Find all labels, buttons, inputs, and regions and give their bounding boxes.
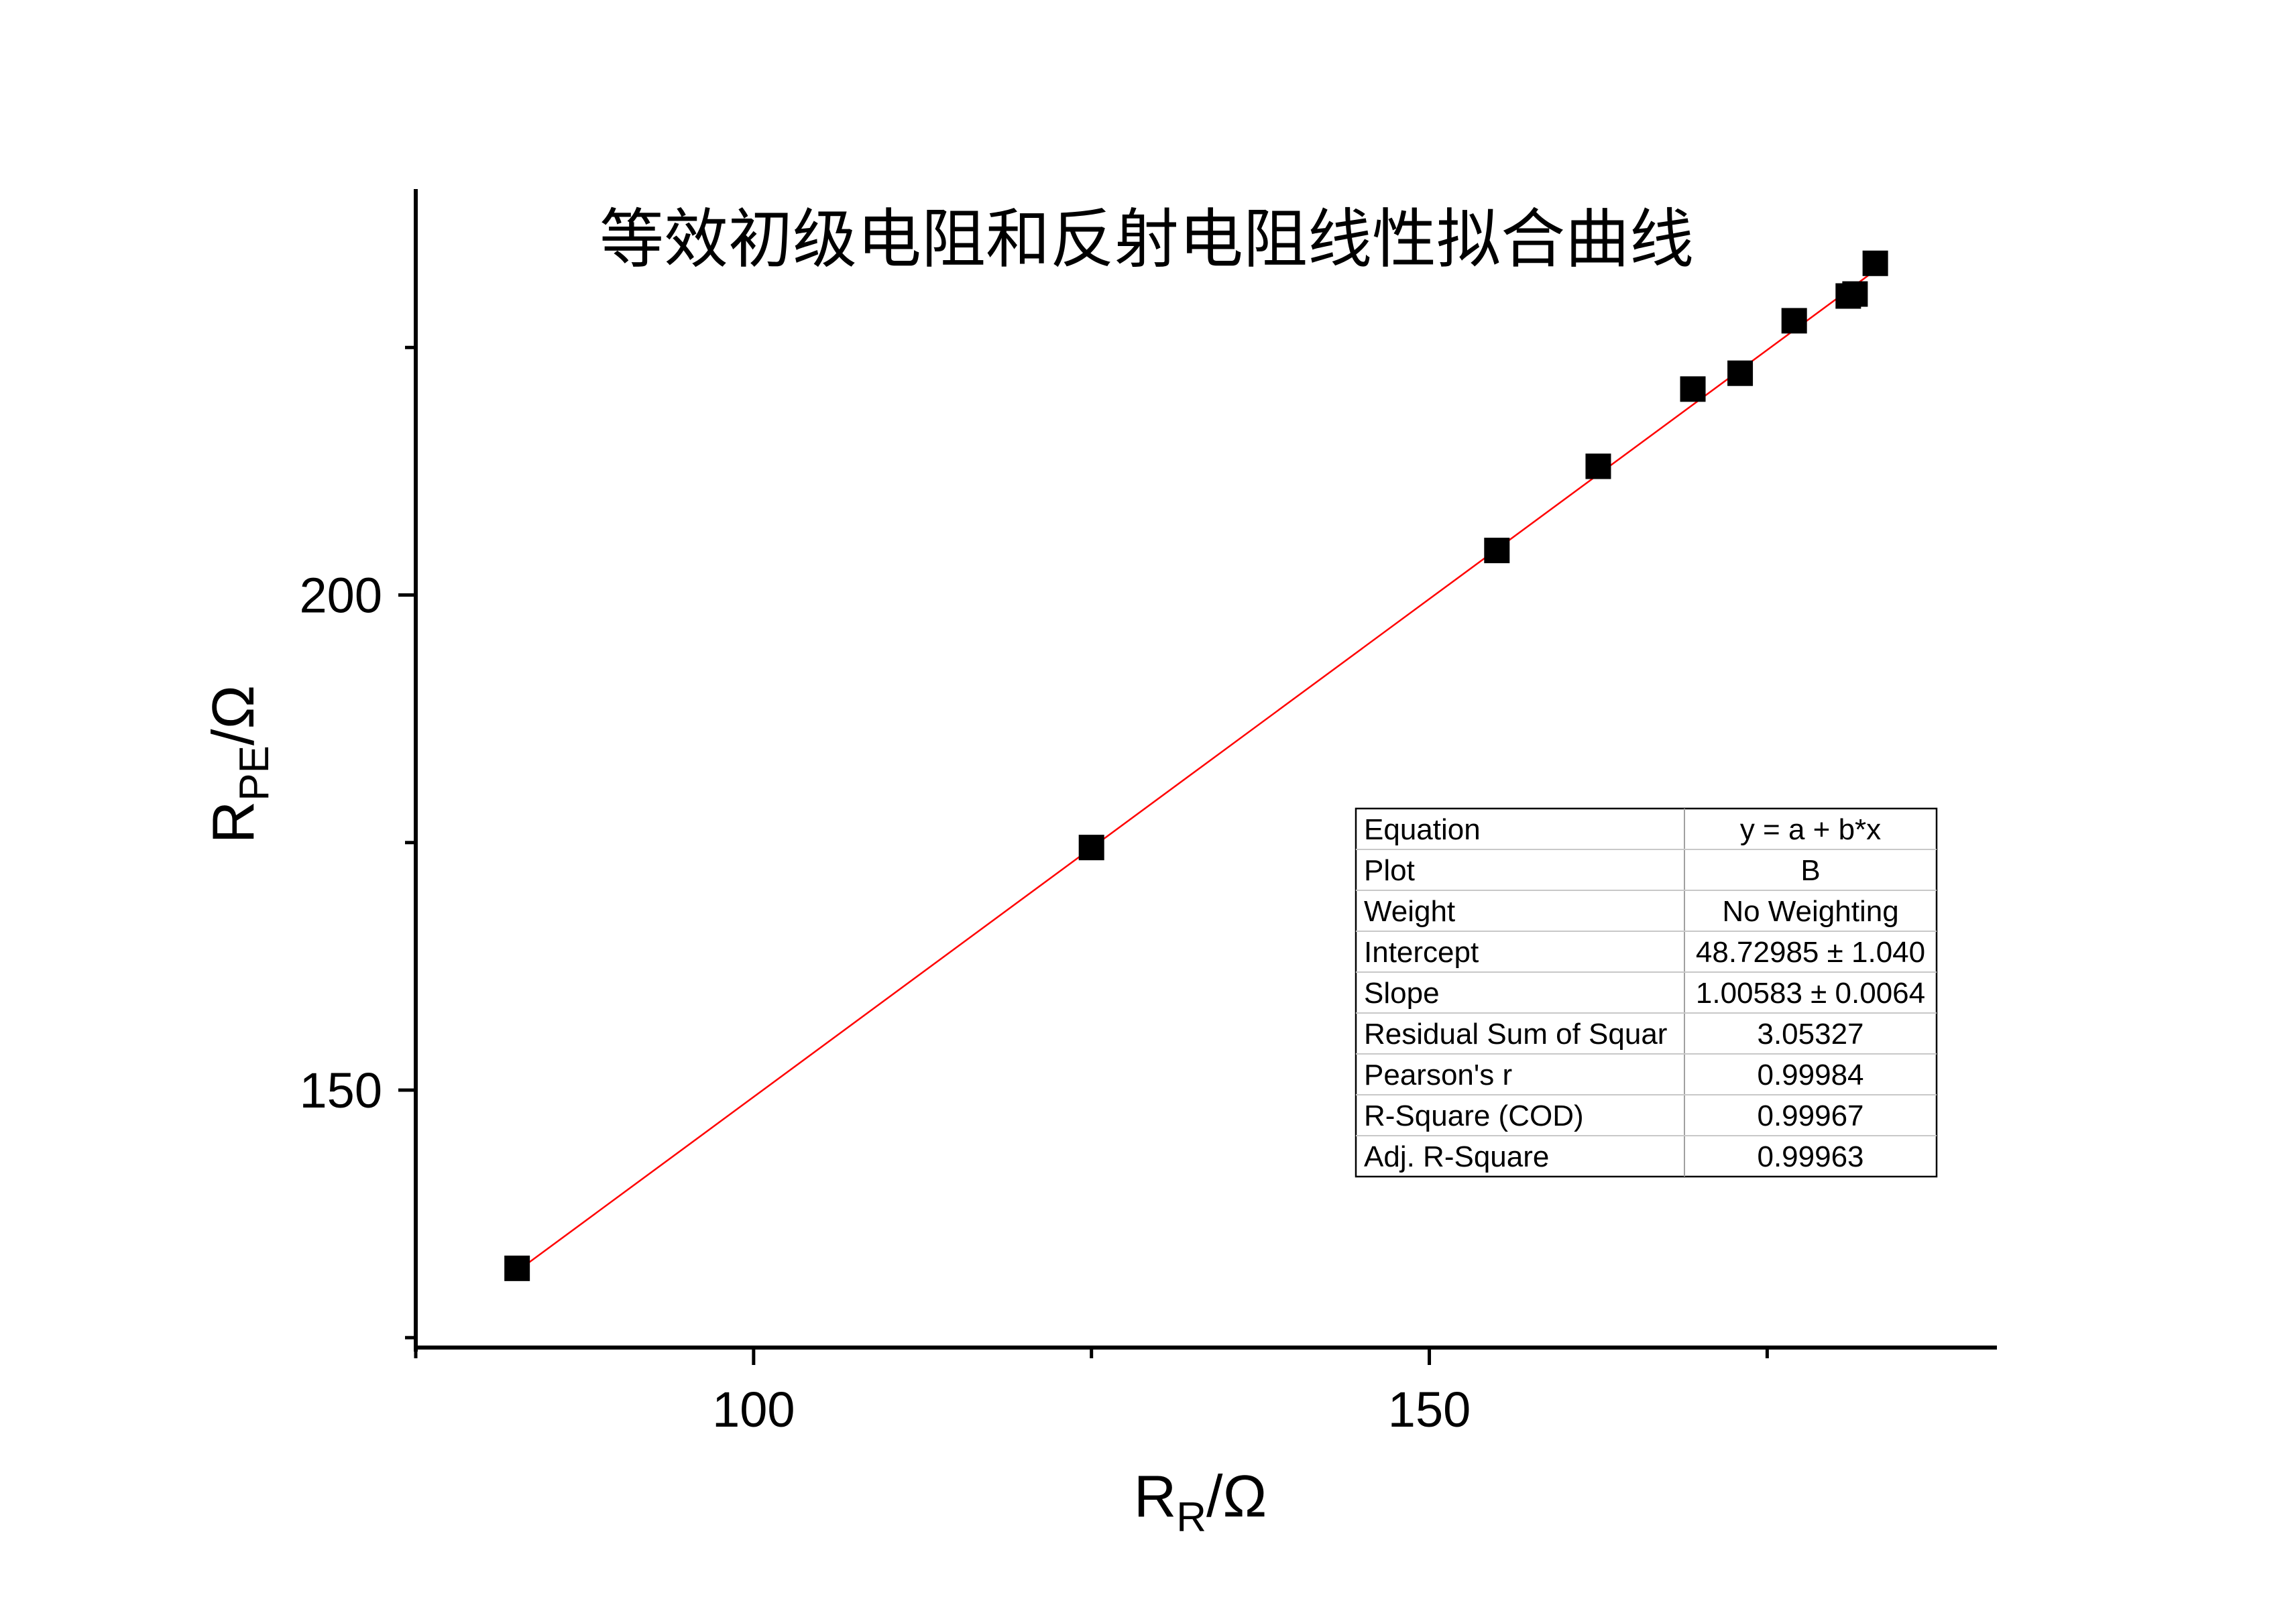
data-point (504, 1255, 530, 1281)
data-point (1078, 835, 1104, 861)
table-row-value: 3.05327 (1757, 1018, 1863, 1051)
table-row-value: 0.99967 (1757, 1099, 1863, 1132)
data-point (1727, 360, 1754, 386)
table-row-value: B (1800, 854, 1820, 887)
table-row-label: Equation (1364, 813, 1481, 846)
x-tick-label: 150 (1388, 1382, 1471, 1437)
table-row-label: Adj. R-Square (1364, 1140, 1549, 1173)
table-row-value: 48.72985 ± 1.040 (1696, 936, 1925, 969)
fit-line (516, 270, 1876, 1272)
table-row-value: No Weighting (1722, 895, 1898, 928)
table-row-label: Slope (1364, 977, 1440, 1010)
table-row-value: y = a + b*x (1740, 813, 1881, 846)
y-tick-label: 200 (300, 568, 382, 623)
table-row-value: 0.99963 (1757, 1140, 1863, 1173)
x-axis-label: RR/Ω (1134, 1463, 1267, 1541)
data-point (1585, 453, 1611, 479)
table-row-label: Intercept (1364, 936, 1479, 969)
data-point (1680, 376, 1706, 402)
data-point (1484, 538, 1510, 564)
y-axis-label: RPE/Ω (200, 685, 278, 844)
x-tick-label: 100 (712, 1382, 795, 1437)
chart-title: 等效初级电阻和反射电阻线性拟合曲线 (599, 202, 1694, 277)
fit-results-table (1355, 807, 1938, 1178)
table-row-label: Pearson's r (1364, 1059, 1512, 1091)
table-row-label: R-Square (COD) (1364, 1099, 1584, 1132)
data-point (1781, 308, 1807, 334)
table-row-label: Residual Sum of Squar (1364, 1018, 1667, 1051)
data-point (1862, 250, 1888, 276)
y-tick-label: 150 (300, 1063, 382, 1118)
table-row-label: Weight (1364, 895, 1455, 928)
table-row-value: 0.99984 (1757, 1059, 1863, 1091)
table-row-label: Plot (1364, 854, 1415, 887)
table-row-value: 1.00583 ± 0.0064 (1696, 977, 1925, 1010)
data-point (1842, 281, 1868, 307)
